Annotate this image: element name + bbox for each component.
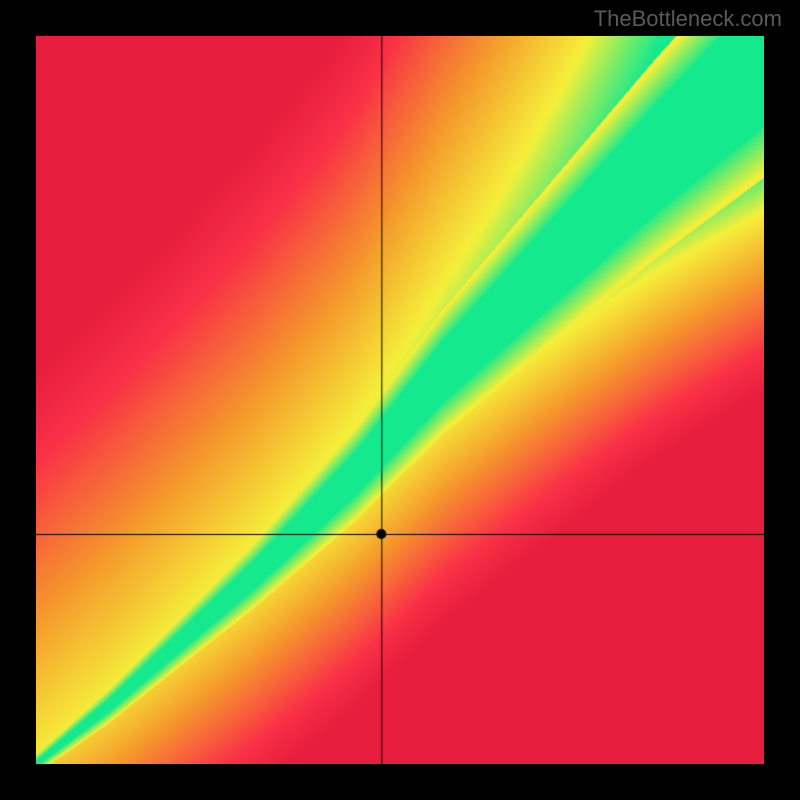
chart-container: TheBottleneck.com [0, 0, 800, 800]
watermark-text: TheBottleneck.com [594, 6, 782, 32]
heatmap-plot [36, 36, 764, 764]
